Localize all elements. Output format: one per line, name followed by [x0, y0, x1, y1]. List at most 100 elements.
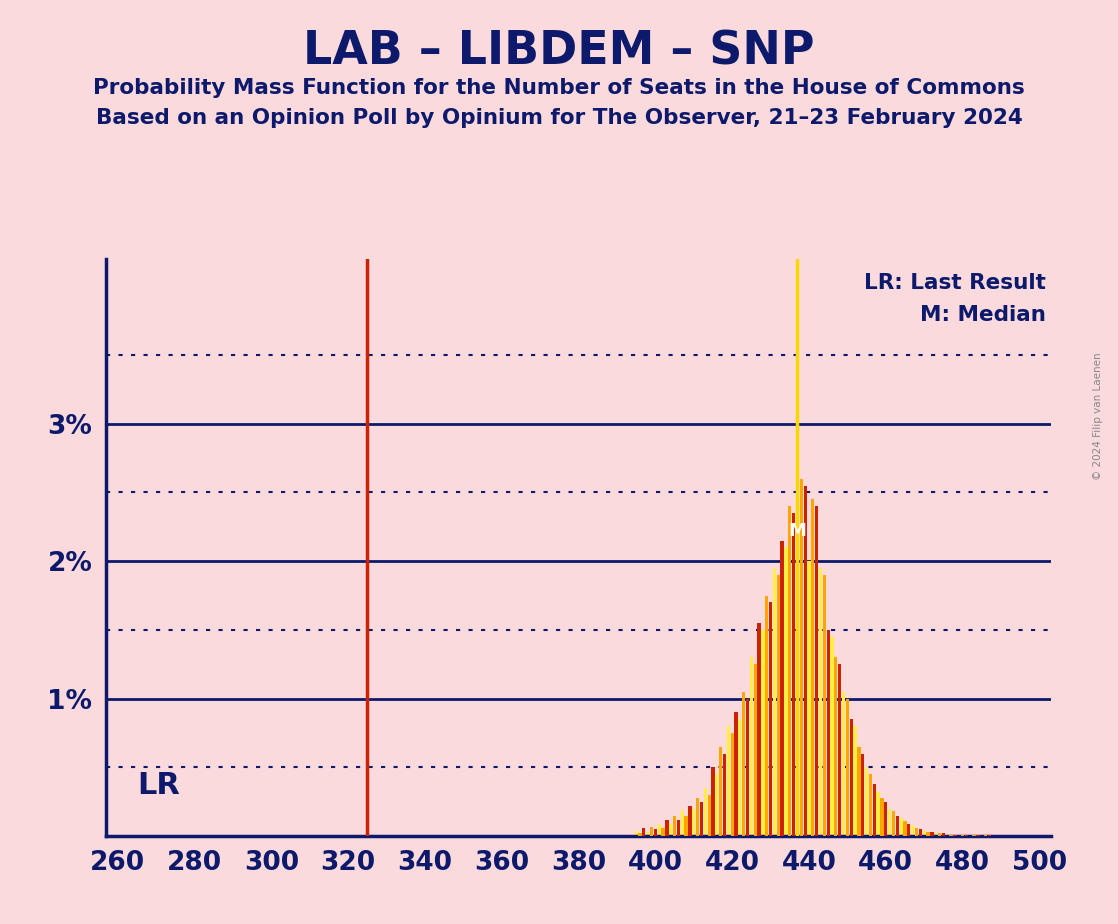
Bar — [823, 575, 826, 836]
Bar — [780, 541, 784, 836]
Bar — [934, 833, 937, 836]
Bar — [812, 499, 814, 836]
Bar — [954, 835, 957, 836]
Bar — [665, 820, 669, 836]
Text: Probability Mass Function for the Number of Seats in the House of Commons: Probability Mass Function for the Number… — [93, 78, 1025, 98]
Bar — [765, 596, 768, 836]
Text: Based on an Opinion Poll by Opinium for The Observer, 21–23 February 2024: Based on an Opinion Poll by Opinium for … — [96, 108, 1022, 128]
Bar — [796, 327, 799, 836]
Bar — [792, 513, 795, 836]
Bar — [858, 747, 861, 836]
Bar — [773, 568, 776, 836]
Bar — [804, 486, 807, 836]
Bar — [700, 802, 703, 836]
Bar — [719, 747, 722, 836]
Bar — [673, 816, 676, 836]
Bar — [938, 833, 941, 836]
Bar — [973, 835, 976, 836]
Bar — [946, 835, 949, 836]
Bar — [911, 825, 915, 836]
Bar — [884, 802, 888, 836]
Bar — [799, 479, 803, 836]
Bar — [754, 664, 757, 836]
Bar — [788, 506, 792, 836]
Bar — [815, 506, 818, 836]
Bar — [850, 720, 853, 836]
Bar — [826, 630, 830, 836]
Bar — [877, 792, 880, 836]
Text: M: Median: M: Median — [920, 305, 1046, 325]
Bar — [869, 774, 872, 836]
Bar — [988, 835, 992, 836]
Bar — [642, 828, 645, 836]
Bar — [711, 768, 714, 836]
Bar — [838, 664, 842, 836]
Bar — [873, 784, 875, 836]
Bar — [919, 830, 922, 836]
Text: M: M — [788, 522, 806, 540]
Bar — [853, 726, 856, 836]
Bar — [984, 835, 987, 836]
Bar — [723, 754, 726, 836]
Bar — [654, 830, 657, 836]
Bar — [657, 824, 661, 836]
Bar — [903, 821, 907, 836]
Bar — [900, 819, 902, 836]
Bar — [949, 835, 953, 836]
Text: LR: Last Result: LR: Last Result — [864, 274, 1046, 293]
Bar — [716, 774, 719, 836]
Bar — [692, 808, 695, 836]
Bar — [646, 833, 650, 836]
Bar — [941, 833, 945, 836]
Bar — [896, 816, 899, 836]
Bar — [727, 726, 730, 836]
Bar — [697, 797, 699, 836]
Bar — [676, 820, 680, 836]
Bar — [865, 768, 869, 836]
Bar — [831, 637, 834, 836]
Bar — [757, 623, 760, 836]
Bar — [730, 733, 733, 836]
Bar — [746, 699, 749, 836]
Bar — [777, 575, 780, 836]
Bar — [638, 833, 642, 836]
Bar — [842, 692, 845, 836]
Bar — [907, 824, 910, 836]
Bar — [968, 835, 972, 836]
Text: LAB – LIBDEM – SNP: LAB – LIBDEM – SNP — [303, 30, 815, 75]
Bar — [845, 699, 849, 836]
Bar — [650, 827, 653, 836]
Bar — [861, 754, 864, 836]
Bar — [930, 833, 934, 836]
Text: LR: LR — [136, 772, 180, 800]
Bar — [761, 630, 765, 836]
Bar — [834, 658, 837, 836]
Bar — [669, 824, 672, 836]
Bar — [750, 658, 754, 836]
Bar — [681, 810, 684, 836]
Bar — [738, 720, 741, 836]
Text: © 2024 Filip van Laenen: © 2024 Filip van Laenen — [1093, 352, 1102, 480]
Bar — [976, 835, 979, 836]
Bar — [735, 712, 738, 836]
Bar — [957, 835, 960, 836]
Bar — [992, 835, 995, 836]
Bar — [880, 797, 883, 836]
Bar — [965, 835, 968, 836]
Bar — [892, 811, 896, 836]
Bar — [961, 835, 964, 836]
Bar — [980, 835, 984, 836]
Bar — [635, 831, 637, 836]
Bar — [888, 808, 891, 836]
Bar — [818, 568, 822, 836]
Bar — [742, 692, 746, 836]
Bar — [807, 561, 811, 836]
Bar — [769, 602, 773, 836]
Bar — [684, 816, 688, 836]
Bar — [927, 833, 930, 836]
Bar — [922, 831, 926, 836]
Bar — [785, 547, 787, 836]
Bar — [662, 828, 665, 836]
Bar — [703, 788, 707, 836]
Bar — [689, 806, 692, 836]
